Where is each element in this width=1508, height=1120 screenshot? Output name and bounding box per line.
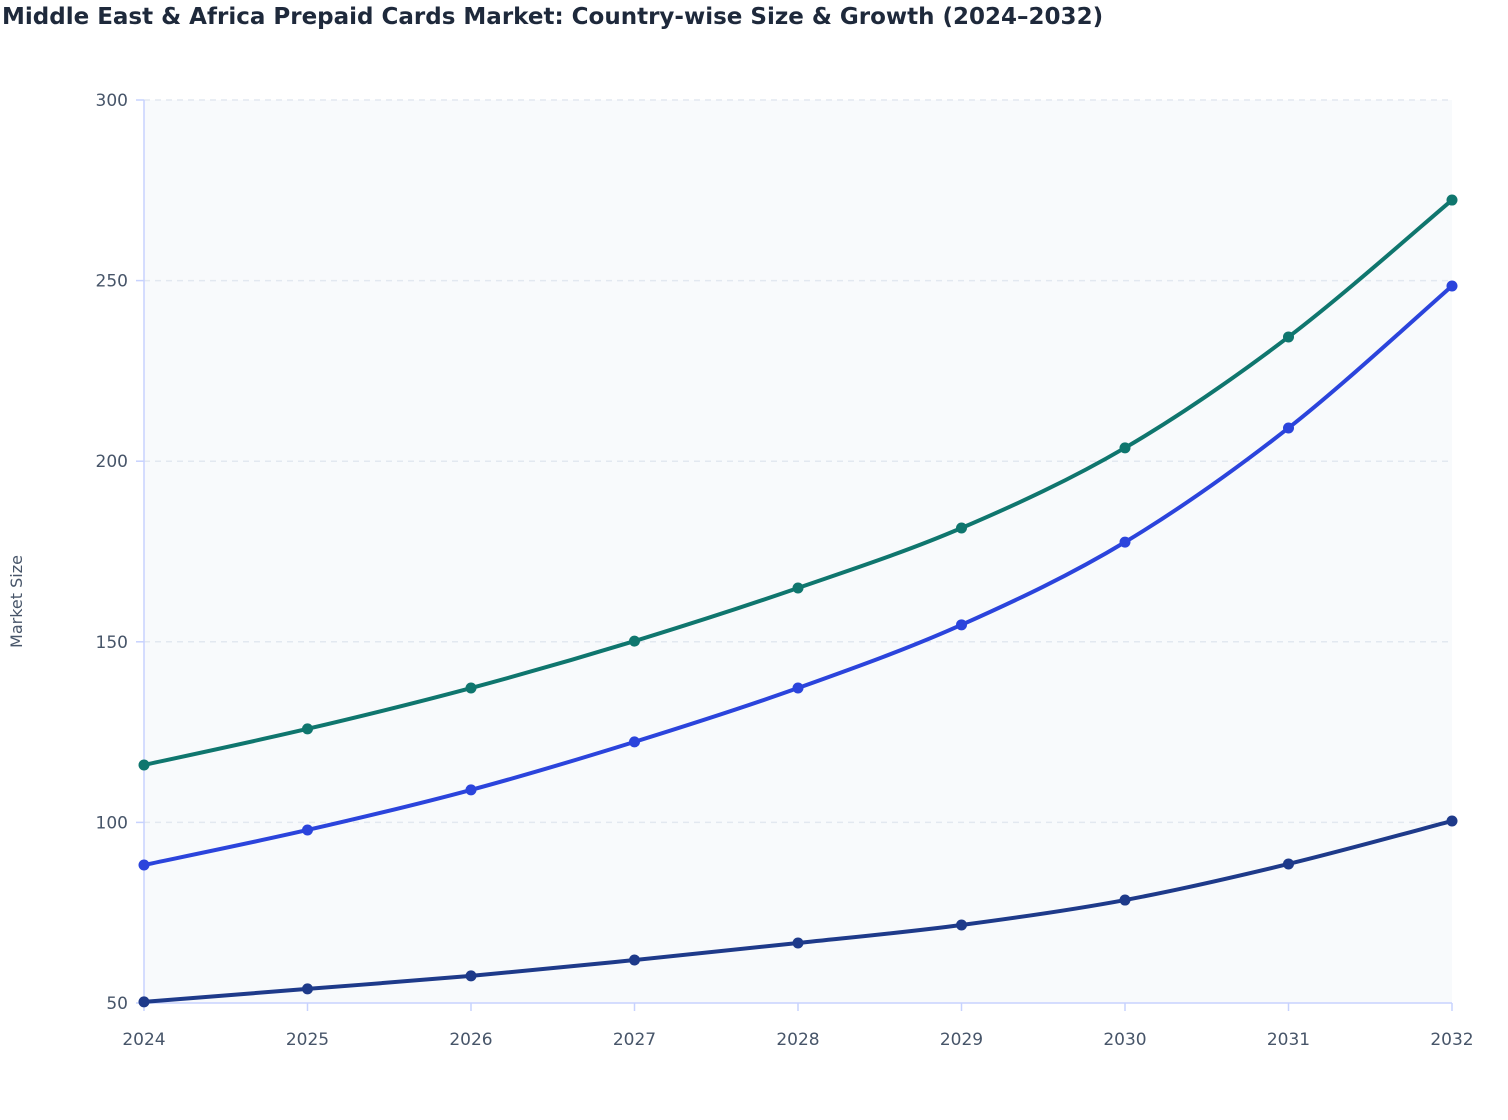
data-point	[138, 996, 150, 1008]
data-point	[138, 859, 150, 871]
data-point	[1446, 280, 1458, 292]
data-point	[302, 983, 313, 995]
series-line-1	[142, 198, 1454, 767]
y-tick-label: 250	[96, 272, 128, 292]
data-point	[956, 919, 967, 931]
y-axis-label: Market Size	[7, 555, 26, 648]
data-point	[792, 937, 804, 949]
x-tick-label: 2027	[613, 1030, 656, 1050]
chart-title: Middle East & Africa Prepaid Cards Marke…	[2, 4, 1104, 30]
x-tick-label: 2026	[449, 1030, 492, 1050]
data-point	[956, 619, 967, 631]
y-tick-label: 200	[96, 452, 128, 472]
plot-area	[144, 100, 1452, 1003]
data-point	[1119, 536, 1131, 548]
data-point	[1119, 442, 1131, 454]
data-point	[956, 522, 967, 534]
y-tick-label: 300	[96, 91, 128, 111]
x-tick-label: 2030	[1103, 1030, 1146, 1050]
data-point	[1283, 858, 1294, 870]
data-point	[465, 784, 477, 796]
y-tick-label: 50	[106, 994, 128, 1014]
data-point	[1119, 894, 1131, 906]
x-tick-label: 2025	[286, 1030, 329, 1050]
x-tick-label: 2024	[122, 1030, 165, 1050]
y-tick-label: 100	[96, 813, 128, 833]
data-point	[1283, 331, 1294, 343]
data-point	[629, 954, 640, 966]
series-line-2	[142, 284, 1454, 868]
data-point	[302, 824, 313, 836]
data-point	[792, 582, 804, 594]
data-point	[629, 635, 640, 647]
data-point	[629, 736, 640, 748]
data-point	[138, 759, 150, 771]
data-point	[465, 682, 477, 694]
x-tick-label: 2031	[1267, 1030, 1310, 1050]
x-tick-label: 2032	[1430, 1030, 1473, 1050]
data-point	[1446, 815, 1458, 827]
data-point	[792, 682, 804, 694]
y-tick-label: 150	[96, 633, 128, 653]
x-tick-label: 2028	[776, 1030, 819, 1050]
data-point	[1283, 422, 1294, 434]
data-point	[1446, 194, 1458, 206]
x-tick-label: 2029	[940, 1030, 983, 1050]
data-point	[302, 723, 313, 735]
data-point	[465, 970, 477, 982]
